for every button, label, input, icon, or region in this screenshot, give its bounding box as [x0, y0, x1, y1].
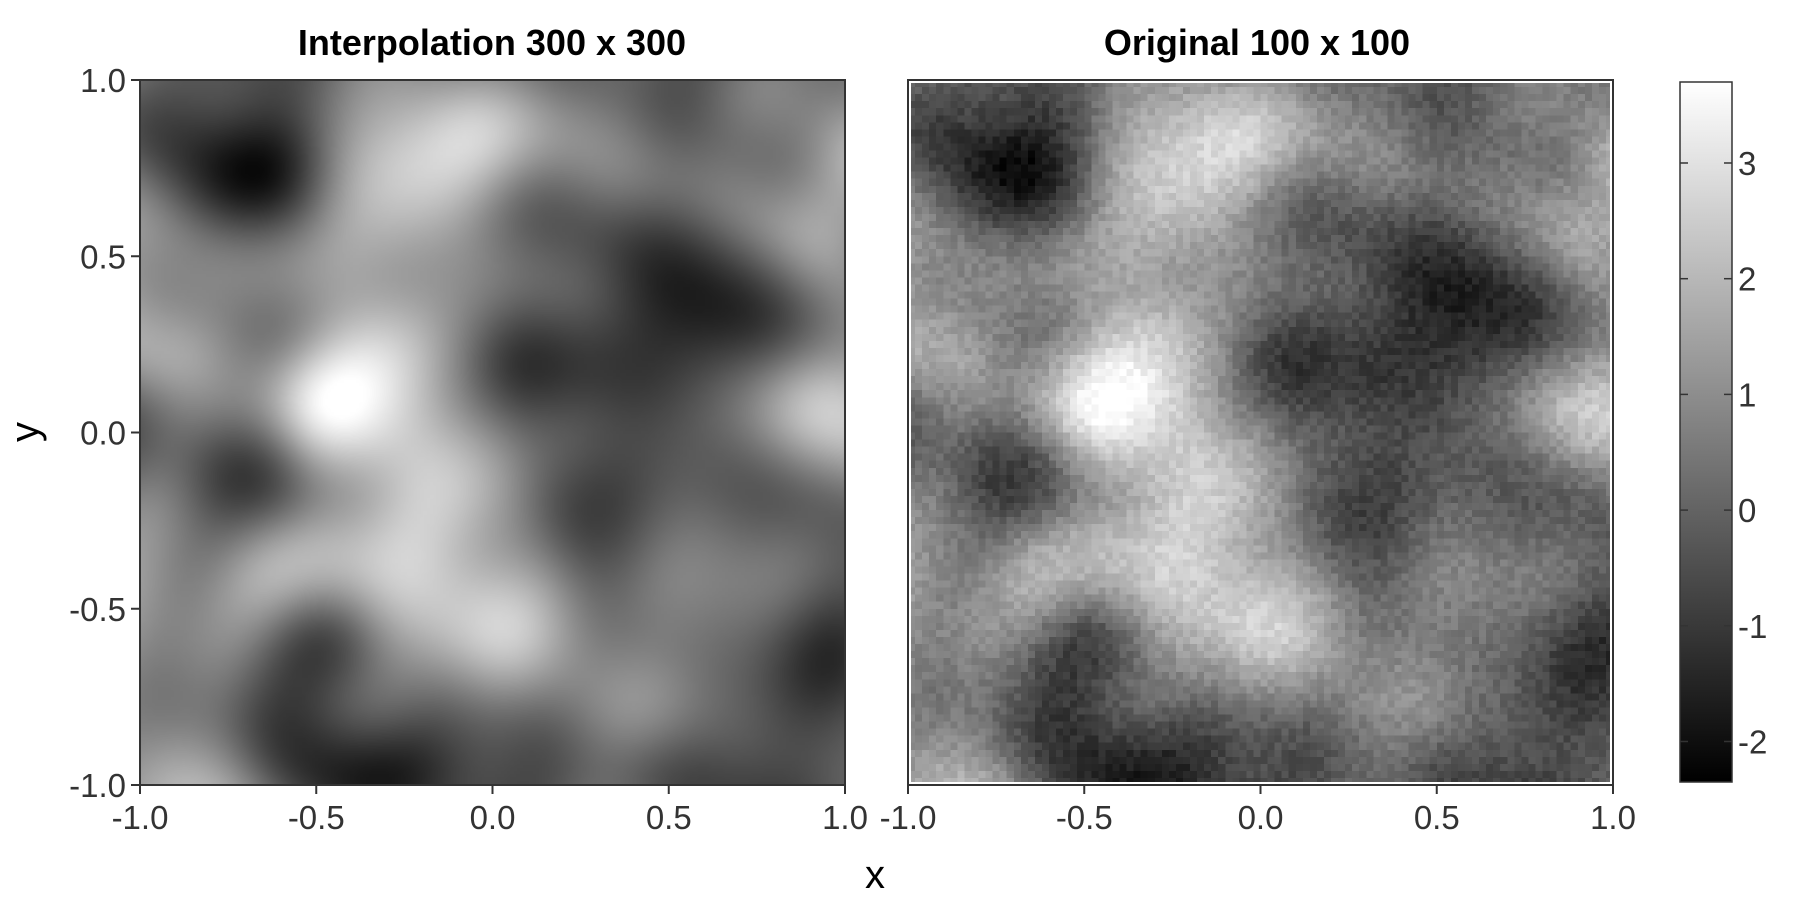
colorbar-tick-label: 2: [1738, 261, 1756, 298]
panel-interpolation: Interpolation 300 x 300 -1.0 -0.5 0.0 0.5 1.…: [69, 22, 868, 836]
x-tick-label: 0.5: [1414, 799, 1460, 836]
y-tick-label: -1.0: [69, 767, 126, 804]
colorbar: 3 2 1 0 -1 -2: [1679, 81, 1767, 783]
y-axis-title: y: [3, 422, 47, 442]
y-tick-label: 0.5: [80, 238, 126, 275]
colorbar-tick-label: -1: [1738, 608, 1767, 645]
y-tick-label: 0.0: [80, 415, 126, 452]
x-axis-original: -1.0 -0.5 0.0 0.5 1.0: [880, 785, 1636, 836]
x-tick-label: 0.5: [646, 799, 692, 836]
x-tick-label: 1.0: [1590, 799, 1636, 836]
x-tick-label: 0.0: [1238, 799, 1284, 836]
y-tick-label: -0.5: [69, 591, 126, 628]
panel-inner-border-original: [909, 81, 1612, 784]
heatmap-interpolation: [140, 80, 845, 785]
x-tick-label: -0.5: [1056, 799, 1113, 836]
panel-title-original: Original 100 x 100: [1104, 22, 1410, 63]
colorbar-gradient: [1679, 81, 1733, 783]
x-axis-title: x: [865, 853, 885, 897]
colorbar-tick-label: 1: [1738, 376, 1756, 413]
colorbar-ticks: 3 2 1 0 -1 -2: [1680, 145, 1767, 761]
x-axis-interpolation: -1.0 -0.5 0.0 0.5 1.0: [112, 785, 868, 836]
heatmap-original: [908, 80, 1613, 785]
x-tick-label: 0.0: [470, 799, 516, 836]
x-tick-label: -0.5: [288, 799, 345, 836]
colorbar-tick-label: -2: [1738, 724, 1767, 761]
x-tick-label: -1.0: [112, 799, 169, 836]
colorbar-tick-label: 0: [1738, 492, 1756, 529]
colorbar-tick-label: 3: [1738, 145, 1756, 182]
y-tick-label: 1.0: [80, 62, 126, 99]
x-tick-label: -1.0: [880, 799, 937, 836]
x-tick-label: 1.0: [822, 799, 868, 836]
panel-title-interpolation: Interpolation 300 x 300: [298, 22, 686, 63]
y-axis-interpolation: -1.0 -0.5 0.0 0.5 1.0: [69, 62, 140, 804]
panel-original: Original 100 x 100 -1.0 -0.5 0.0 0.5 1.0: [880, 22, 1636, 836]
